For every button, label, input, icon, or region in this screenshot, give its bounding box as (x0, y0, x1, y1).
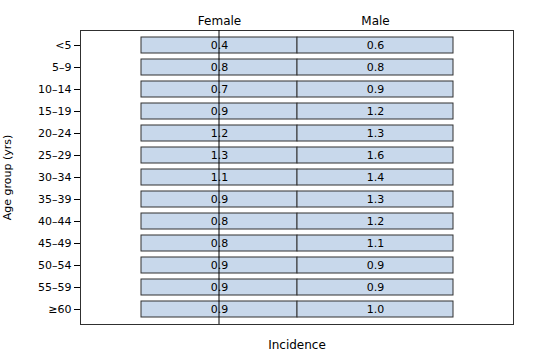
svg-text:Male: Male (361, 14, 389, 28)
svg-text:0.9: 0.9 (210, 259, 229, 272)
svg-text:Incidence: Incidence (268, 338, 326, 352)
svg-text:<5: <5 (55, 39, 71, 52)
svg-text:≥60: ≥60 (48, 303, 71, 316)
svg-text:20–24: 20–24 (38, 127, 72, 140)
svg-text:1.2: 1.2 (367, 105, 385, 118)
svg-text:0.9: 0.9 (210, 281, 229, 294)
svg-text:0.9: 0.9 (367, 83, 385, 96)
svg-text:0.9: 0.9 (210, 303, 229, 316)
svg-text:10–14: 10–14 (38, 83, 72, 96)
svg-text:15–19: 15–19 (38, 105, 72, 118)
svg-text:5–9: 5–9 (52, 61, 72, 74)
svg-text:1.0: 1.0 (367, 303, 385, 316)
svg-text:0.4: 0.4 (210, 39, 229, 52)
svg-text:50–54: 50–54 (38, 259, 72, 272)
svg-text:0.8: 0.8 (210, 237, 229, 250)
svg-text:1.6: 1.6 (367, 149, 385, 162)
svg-text:1.1: 1.1 (367, 237, 385, 250)
svg-text:1.3: 1.3 (367, 193, 385, 206)
svg-text:25–29: 25–29 (38, 149, 72, 162)
svg-text:0.9: 0.9 (367, 259, 385, 272)
svg-text:0.9: 0.9 (367, 281, 385, 294)
svg-text:40–44: 40–44 (38, 215, 72, 228)
svg-text:0.9: 0.9 (210, 193, 229, 206)
svg-text:0.6: 0.6 (367, 39, 385, 52)
svg-text:0.8: 0.8 (210, 215, 229, 228)
svg-text:1.4: 1.4 (367, 171, 385, 184)
svg-text:1.3: 1.3 (367, 127, 385, 140)
svg-text:45–49: 45–49 (38, 237, 72, 250)
svg-text:0.7: 0.7 (210, 83, 229, 96)
svg-text:Female: Female (198, 14, 241, 28)
svg-text:0.8: 0.8 (367, 61, 385, 74)
svg-text:Age group (yrs): Age group (yrs) (1, 135, 14, 221)
svg-text:1.2: 1.2 (210, 127, 229, 140)
svg-text:35–39: 35–39 (38, 193, 72, 206)
svg-text:30–34: 30–34 (38, 171, 72, 184)
svg-text:55–59: 55–59 (38, 281, 72, 294)
svg-text:0.8: 0.8 (210, 61, 229, 74)
svg-text:0.9: 0.9 (210, 105, 229, 118)
svg-text:1.2: 1.2 (367, 215, 385, 228)
svg-text:1.1: 1.1 (210, 171, 229, 184)
svg-text:1.3: 1.3 (210, 149, 229, 162)
